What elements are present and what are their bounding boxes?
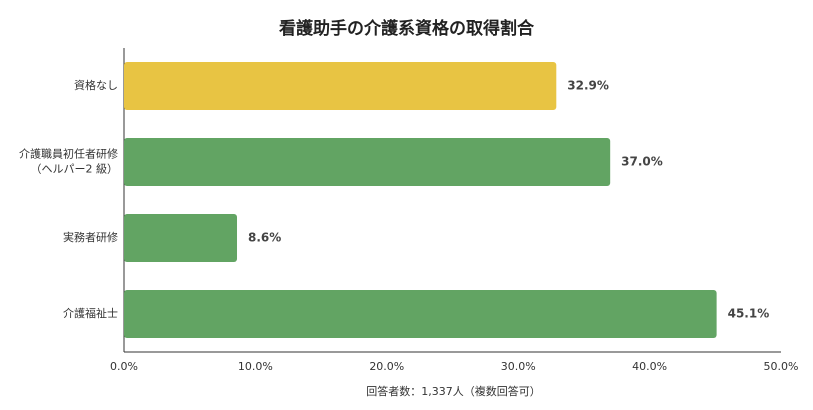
data-label: 32.9% — [567, 79, 609, 93]
bar — [124, 214, 238, 262]
category-label: 介護職員初任者研修 — [19, 147, 118, 161]
bar — [124, 62, 557, 110]
bar — [124, 290, 717, 338]
chart-title: 看護助手の介護系資格の取得割合 — [279, 19, 534, 39]
data-label: 37.0% — [621, 155, 663, 169]
x-tick-label: 40.0% — [632, 360, 667, 373]
data-label: 8.6% — [248, 231, 281, 245]
x-axis-label: 回答者数：1,337人（複数回答可） — [366, 385, 541, 398]
x-tick-label: 50.0% — [764, 360, 799, 373]
data-label: 45.1% — [728, 307, 770, 321]
x-tick-label: 0.0% — [110, 360, 138, 373]
category-label: 介護福祉士 — [63, 306, 118, 320]
bar — [124, 138, 611, 186]
category-label: 実務者研修 — [63, 230, 118, 244]
x-tick-label: 30.0% — [501, 360, 536, 373]
x-tick-label: 10.0% — [238, 360, 273, 373]
x-tick-label: 20.0% — [369, 360, 404, 373]
category-label: 資格なし — [74, 78, 118, 92]
category-label: （ヘルパー2 級） — [31, 163, 119, 176]
